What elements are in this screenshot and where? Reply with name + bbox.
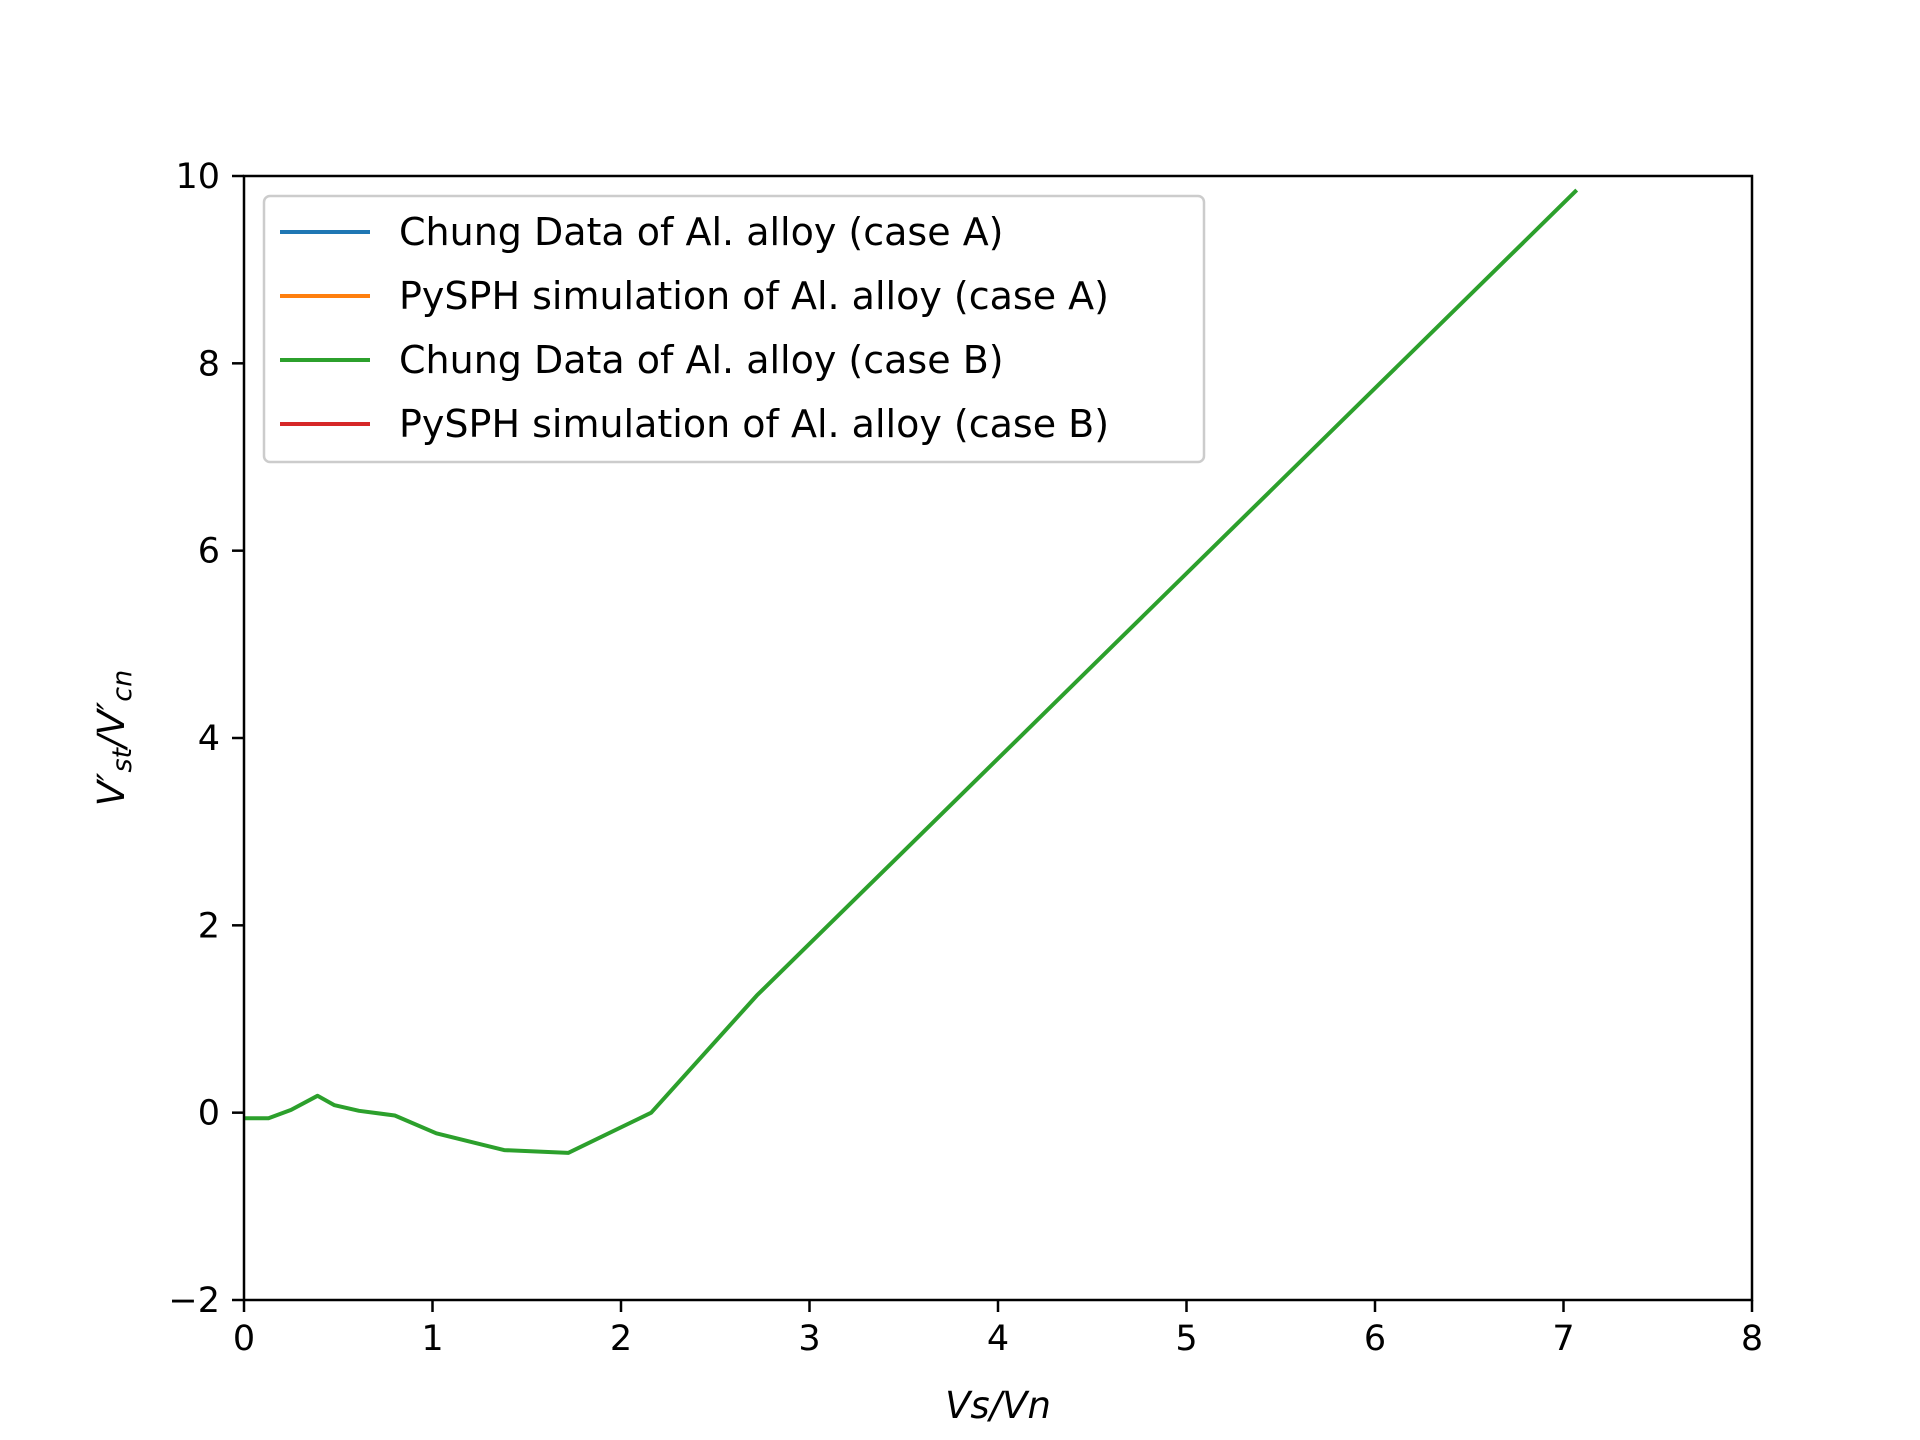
legend-entry-3: PySPH simulation of Al. alloy (case B) xyxy=(399,402,1109,446)
y-label-base: V′ xyxy=(90,772,133,806)
y-label-mid: /V′ xyxy=(90,701,133,751)
x-tick-label: 8 xyxy=(1741,1319,1763,1359)
y-tick-label: 6 xyxy=(198,532,220,572)
legend-entry-0: Chung Data of Al. alloy (case A) xyxy=(399,210,1004,254)
legend-box xyxy=(262,194,1206,464)
y-tick-label: 0 xyxy=(198,1094,220,1134)
y-tick-label: 8 xyxy=(198,344,220,384)
y-label-sub1: st xyxy=(107,746,138,772)
y-tick-label: 2 xyxy=(198,906,220,946)
x-tick-label: 0 xyxy=(233,1319,255,1359)
x-tick-label: 7 xyxy=(1552,1319,1574,1359)
y-tick-label: 10 xyxy=(175,157,220,197)
y-tick-label: −2 xyxy=(168,1281,220,1321)
y-tick-label: 4 xyxy=(198,719,220,759)
legend-entry-1: PySPH simulation of Al. alloy (case A) xyxy=(399,274,1109,318)
y-axis-label: V′st/V′cn xyxy=(90,670,138,807)
x-tick-label: 6 xyxy=(1364,1319,1386,1359)
legend: Chung Data of Al. alloy (case A) PySPH si… xyxy=(262,194,1206,464)
x-tick-label: 1 xyxy=(421,1319,443,1359)
x-axis: 0 1 2 3 4 5 6 7 8 xyxy=(233,1300,1763,1359)
series-line-2 xyxy=(244,188,1579,1155)
y-axis: −2 0 2 4 6 8 10 xyxy=(168,157,244,1321)
x-tick-label: 4 xyxy=(987,1319,1009,1359)
y-label-sub2: cn xyxy=(107,670,138,702)
x-axis-label: Vs/Vn xyxy=(945,1384,1051,1427)
plot-lines xyxy=(244,188,1579,1155)
x-tick-label: 5 xyxy=(1175,1319,1197,1359)
legend-entry-2: Chung Data of Al. alloy (case B) xyxy=(399,338,1004,382)
x-tick-label: 2 xyxy=(610,1319,632,1359)
x-tick-label: 3 xyxy=(798,1319,820,1359)
